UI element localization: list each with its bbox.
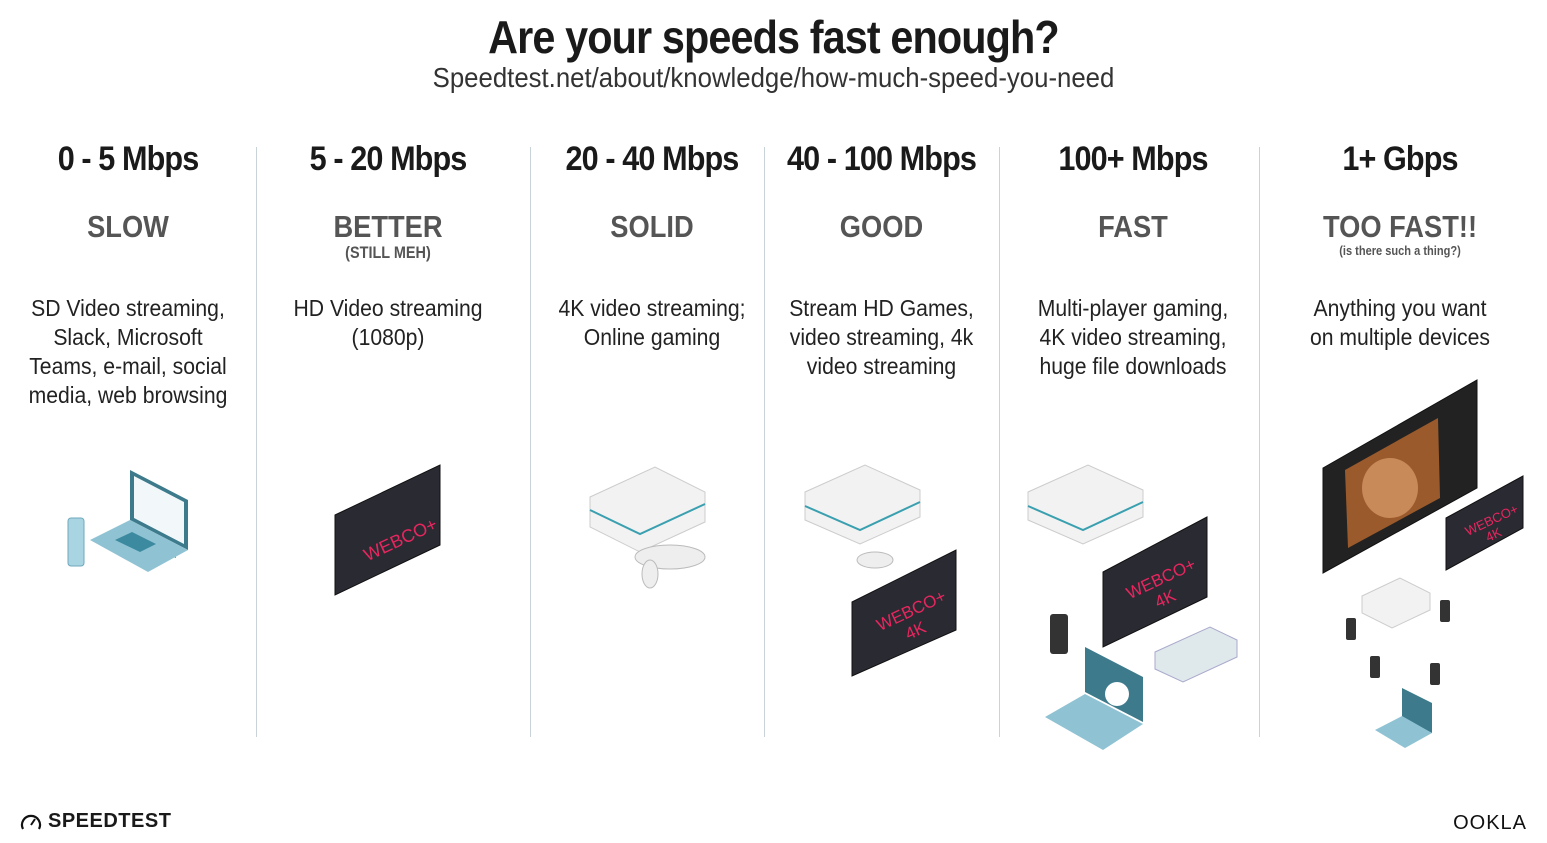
ookla-logo: OOKLA [1453, 812, 1527, 834]
speedometer-icon [20, 814, 42, 830]
tier-better: 5 - 20 Mbps BETTER (STILL MEH) [256, 140, 520, 263]
tier-solid: 20 - 40 Mbps SOLID [530, 140, 774, 245]
description-line: Anything you want [1313, 295, 1487, 321]
speedtest-logo-text: SPEEDTEST [48, 810, 172, 832]
laptop-icon [1375, 688, 1432, 748]
tier-rating: FAST [1098, 209, 1168, 244]
speedtest-logo: SPEEDTEST [20, 810, 171, 833]
tier-description: HD Video streaming (1080p) [267, 294, 510, 352]
description-line: Slack, Microsoft [53, 324, 203, 350]
game-console-icon [589, 466, 706, 553]
column-divider [764, 147, 765, 737]
tv-4k-label: 4K [1483, 524, 1504, 544]
tier-speed: 100+ Mbps [1058, 140, 1208, 178]
tv-4k-icon: WEBCO+ 4K [1445, 475, 1524, 571]
column-divider [256, 147, 257, 737]
phone-icon [1346, 600, 1450, 685]
laptop-phone-illustration [67, 470, 188, 572]
tier-description: Anything you want on multiple devices [1280, 294, 1519, 352]
laptop-icon [90, 470, 188, 572]
page-title: Are your speeds fast enough? [488, 11, 1060, 63]
description-line: video streaming, 4k [789, 324, 974, 350]
tier-rating: BETTER [333, 209, 443, 244]
game-console-icon [1154, 626, 1238, 683]
description-line: HD Video streaming [293, 295, 483, 321]
tier-speed: 40 - 100 Mbps [787, 140, 977, 178]
console-tv-illustration: WEBCO+ 4K [804, 464, 957, 677]
tier-note: (STILL MEH) [345, 243, 431, 262]
game-console-icon [1361, 577, 1431, 629]
tier-note: (is there such a thing?) [1339, 243, 1461, 258]
tier-too-fast: 1+ Gbps TOO FAST!! (is there such a thin… [1270, 140, 1530, 258]
cloud-upload-icon [1105, 682, 1129, 706]
tier-rating: SOLID [610, 209, 694, 244]
column-divider [1259, 147, 1260, 737]
game-controller-icon [856, 551, 894, 569]
tv-illustration: WEBCO+ [334, 464, 441, 596]
big-tv-icon [1322, 379, 1478, 574]
tier-fast: 100+ Mbps FAST [1008, 140, 1258, 245]
description-line: on multiple devices [1310, 324, 1490, 350]
tier-rating: TOO FAST!! [1322, 209, 1478, 244]
tier-speed: 5 - 20 Mbps [309, 140, 468, 178]
tv-4k-icon: WEBCO+ 4K [1102, 516, 1208, 648]
tier-speed: 0 - 5 Mbps [57, 140, 200, 178]
everything-illustration: WEBCO+ 4K [1322, 379, 1524, 748]
source-url: Speedtest.net/about/knowledge/how-much-s… [432, 62, 1115, 93]
phone-icon [1050, 614, 1068, 654]
multi-device-illustration: WEBCO+ 4K [1027, 464, 1238, 750]
description-line: Multi-player gaming, [1037, 295, 1229, 321]
description-line: Stream HD Games, [789, 295, 974, 321]
description-line: media, web browsing [28, 382, 228, 408]
game-controller-icon [634, 544, 706, 589]
laptop-icon [1045, 647, 1143, 750]
tier-speed: 1+ Gbps [1342, 140, 1458, 178]
tier-good: 40 - 100 Mbps GOOD [764, 140, 999, 245]
column-divider [530, 147, 531, 737]
description-line: Teams, e-mail, social [29, 353, 227, 379]
description-line: (1080p) [351, 324, 425, 350]
phone-icon [67, 517, 85, 567]
game-console-icon [804, 464, 921, 545]
description-line: Online gaming [583, 324, 721, 350]
tier-slow: 0 - 5 Mbps SLOW [0, 140, 256, 245]
tier-description: Multi-player gaming, 4K video streaming,… [1018, 294, 1248, 381]
description-line: 4K video streaming, [1039, 324, 1227, 350]
tv-4k-icon: WEBCO+ 4K [851, 549, 957, 677]
tier-description: SD Video streaming, Slack, Microsoft Tea… [10, 294, 246, 410]
description-line: huge file downloads [1039, 353, 1227, 379]
description-line: 4K video streaming; [558, 295, 746, 321]
description-line: SD Video streaming, [31, 295, 225, 321]
tier-rating: GOOD [839, 209, 924, 244]
column-divider [999, 147, 1000, 737]
description-line: video streaming [806, 353, 957, 379]
tier-speed: 20 - 40 Mbps [565, 140, 740, 178]
tier-rating: SLOW [87, 209, 169, 244]
game-console-icon [1027, 464, 1144, 545]
tier-description: Stream HD Games, video streaming, 4k vid… [773, 294, 989, 381]
console-controller-illustration [589, 466, 706, 589]
tier-description: 4K video streaming; Online gaming [540, 294, 764, 352]
